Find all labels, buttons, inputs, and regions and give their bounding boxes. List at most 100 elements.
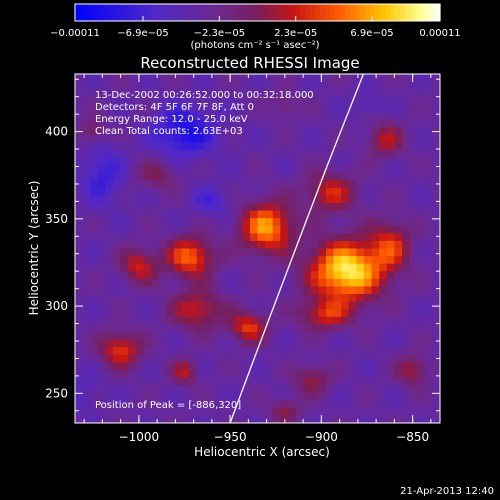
heatmap-cell	[417, 202, 426, 212]
heatmap-cell	[394, 331, 403, 341]
heatmap-cell	[272, 74, 281, 83]
heatmap-cell	[211, 233, 220, 242]
heatmap-cell	[151, 339, 160, 348]
heatmap-cell	[151, 111, 160, 121]
heatmap-cell	[249, 369, 258, 378]
heatmap-cell	[371, 392, 380, 401]
heatmap-cell	[295, 263, 304, 272]
heatmap-cell	[265, 324, 274, 333]
heatmap-cell	[386, 210, 395, 219]
heatmap-cell	[128, 263, 137, 272]
heatmap-cell	[318, 119, 327, 128]
heatmap-cell	[356, 119, 365, 128]
heatmap-cell	[181, 157, 190, 166]
heatmap-cell	[333, 354, 342, 363]
heatmap-cell	[82, 407, 91, 416]
heatmap-cell	[82, 111, 91, 121]
heatmap-cell	[90, 127, 99, 136]
heatmap-cell	[333, 142, 342, 151]
heatmap-cell	[90, 195, 99, 204]
heatmap-cell	[128, 180, 137, 189]
heatmap-cell	[82, 294, 91, 303]
heatmap-cell	[128, 96, 137, 105]
heatmap-cell	[249, 256, 258, 265]
heatmap-cell	[135, 134, 144, 143]
heatmap-cell	[348, 195, 357, 204]
heatmap-cell	[356, 286, 365, 295]
colorbar-segment	[345, 4, 351, 21]
heatmap-cell	[82, 233, 91, 242]
heatmap-cell	[280, 369, 289, 378]
heatmap-cell	[333, 202, 342, 212]
heatmap-cell	[143, 127, 152, 136]
heatmap-cell	[151, 256, 160, 265]
heatmap-cell	[181, 233, 190, 242]
heatmap-cell	[227, 392, 236, 401]
heatmap-cell	[348, 377, 357, 386]
heatmap-cell	[128, 127, 137, 136]
heatmap-cell	[272, 172, 281, 181]
heatmap-cell	[128, 157, 137, 166]
heatmap-cell	[211, 81, 220, 90]
heatmap-cell	[386, 294, 395, 303]
heatmap-cell	[424, 149, 433, 158]
heatmap-cell	[143, 369, 152, 378]
heatmap-cell	[287, 218, 297, 227]
heatmap-cell	[234, 180, 243, 189]
heatmap-cell	[113, 225, 122, 234]
heatmap-cell	[128, 301, 137, 310]
heatmap-cell	[151, 278, 160, 287]
heatmap-cell	[227, 104, 236, 113]
heatmap-cell	[158, 187, 167, 196]
heatmap-cell	[417, 339, 426, 348]
heatmap-cell	[272, 392, 281, 401]
heatmap-cell	[363, 271, 373, 280]
heatmap-cell	[173, 172, 182, 181]
heatmap-cell	[166, 187, 175, 196]
heatmap-cell	[143, 111, 152, 121]
heatmap-cell	[325, 362, 335, 371]
heatmap-cell	[333, 240, 342, 249]
heatmap-cell	[341, 339, 350, 348]
heatmap-cell	[135, 225, 144, 234]
heatmap-cell	[158, 278, 167, 287]
heatmap-cell	[113, 354, 122, 363]
heatmap-cell	[280, 96, 289, 105]
heatmap-cell	[257, 89, 266, 98]
heatmap-cell	[333, 157, 342, 166]
heatmap-cell	[303, 240, 312, 249]
x-axis-label: Heliocentric X (arcsec)	[194, 445, 330, 459]
heatmap-cell	[249, 407, 258, 416]
heatmap-cell	[234, 142, 243, 151]
heatmap-cell	[249, 111, 258, 121]
heatmap-cell	[158, 210, 167, 219]
heatmap-cell	[143, 347, 152, 356]
colorbar-segment	[95, 4, 101, 21]
heatmap-cell	[379, 248, 388, 257]
heatmap-cell	[348, 248, 357, 257]
colorbar-segment	[290, 4, 296, 21]
heatmap-cell	[173, 210, 182, 219]
heatmap-cell	[143, 354, 152, 363]
heatmap-cell	[341, 271, 350, 280]
heatmap-cell	[394, 362, 403, 371]
heatmap-cell	[432, 202, 441, 212]
heatmap-cell	[257, 248, 266, 257]
heatmap-cell	[341, 407, 350, 416]
heatmap-cell	[386, 385, 395, 394]
heatmap-cell	[242, 324, 251, 333]
heatmap-cell	[280, 347, 289, 356]
heatmap-cell	[135, 347, 144, 356]
heatmap-cell	[196, 294, 205, 303]
heatmap-cell	[105, 165, 114, 174]
heatmap-cell	[379, 324, 388, 333]
heatmap-cell	[211, 385, 220, 394]
heatmap-cell	[310, 400, 319, 409]
heatmap-cell	[128, 377, 137, 386]
heatmap-cell	[318, 111, 327, 121]
heatmap-cell	[219, 134, 228, 143]
heatmap-cell	[333, 96, 342, 105]
heatmap-cell	[196, 256, 205, 265]
heatmap-cell	[356, 385, 365, 394]
heatmap-cell	[204, 331, 213, 341]
